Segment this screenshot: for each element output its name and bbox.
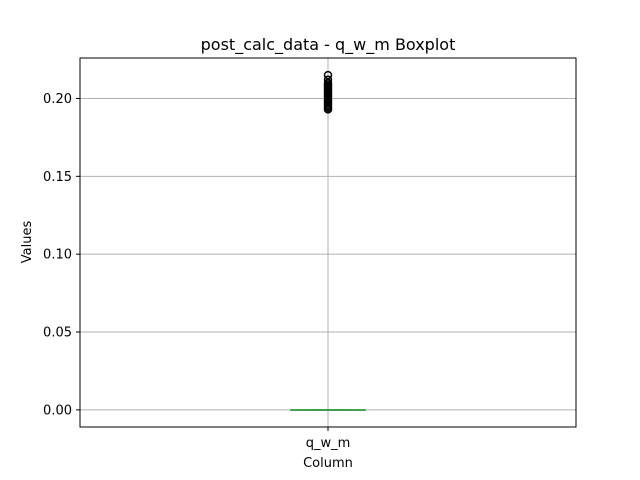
tick-layer: 0.00 0.05 0.10 0.15 0.20 q_w_m: [43, 92, 350, 451]
box-layer: [290, 70, 366, 411]
chart-title: post_calc_data - q_w_m Boxplot: [201, 35, 456, 55]
outlier-point: [323, 70, 333, 80]
y-tick-label: 0.20: [43, 92, 72, 107]
y-tick-label: 0.10: [43, 248, 72, 263]
outlier-point: [323, 75, 333, 85]
x-axis-label: Column: [303, 456, 353, 471]
y-tick-label: 0.00: [43, 403, 72, 418]
x-tick-label: q_w_m: [306, 436, 351, 451]
y-tick-label: 0.05: [43, 326, 72, 341]
outlier-point: [323, 78, 333, 88]
y-tick-label: 0.15: [43, 170, 72, 185]
y-axis-label: Values: [20, 221, 35, 264]
